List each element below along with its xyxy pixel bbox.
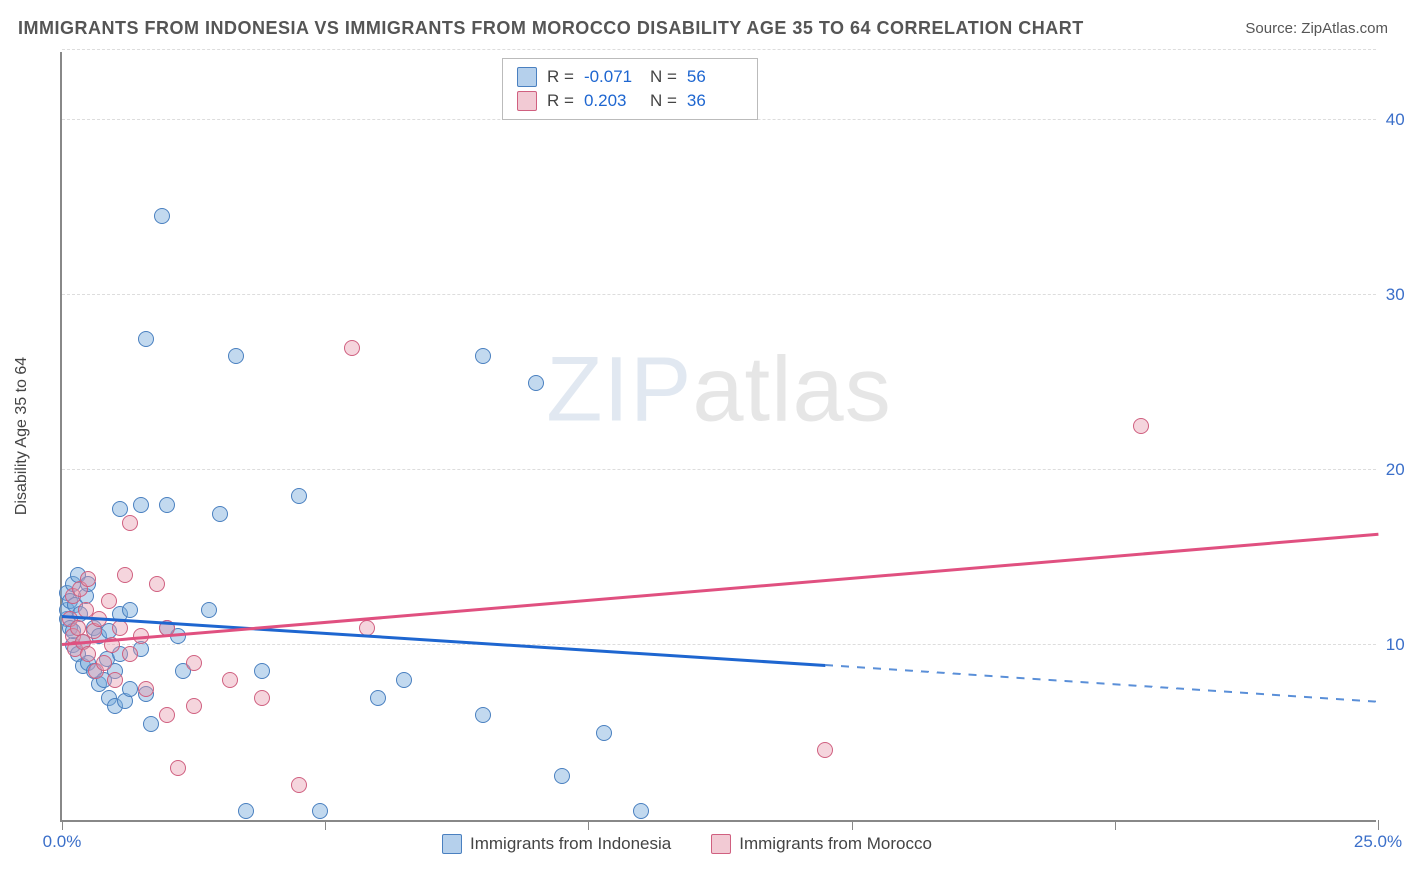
data-point	[291, 488, 307, 504]
legend-label-morocco: Immigrants from Morocco	[739, 834, 932, 854]
data-point	[222, 672, 238, 688]
legend-item-morocco: Immigrants from Morocco	[711, 834, 932, 854]
trendline-morocco	[62, 532, 1378, 645]
data-point	[212, 506, 228, 522]
data-point	[596, 725, 612, 741]
data-point	[143, 716, 159, 732]
r-value-indonesia: -0.071	[584, 67, 640, 87]
data-point	[80, 571, 96, 587]
data-point	[254, 663, 270, 679]
data-point	[122, 681, 138, 697]
data-point	[396, 672, 412, 688]
y-tick-label: 10.0%	[1386, 635, 1406, 655]
watermark: ZIPatlas	[546, 337, 891, 442]
data-point	[101, 593, 117, 609]
x-tick	[1378, 820, 1379, 830]
x-tick	[1115, 820, 1116, 830]
data-point	[80, 646, 96, 662]
data-point	[475, 348, 491, 364]
data-point	[254, 690, 270, 706]
n-value-indonesia: 56	[687, 67, 743, 87]
legend-row-morocco: R = 0.203 N = 36	[517, 89, 743, 113]
data-point	[96, 655, 112, 671]
data-point	[344, 340, 360, 356]
x-tick-label: 25.0%	[1354, 832, 1402, 852]
source-label: Source:	[1245, 20, 1301, 37]
data-point	[186, 698, 202, 714]
legend-label-indonesia: Immigrants from Indonesia	[470, 834, 671, 854]
swatch-morocco	[517, 91, 537, 111]
data-point	[122, 602, 138, 618]
data-point	[133, 497, 149, 513]
data-point	[554, 768, 570, 784]
y-tick-label: 20.0%	[1386, 460, 1406, 480]
x-tick	[62, 820, 63, 830]
y-tick-label: 30.0%	[1386, 285, 1406, 305]
x-tick-label: 0.0%	[43, 832, 82, 852]
r-label: R =	[547, 91, 574, 111]
gridline	[62, 644, 1376, 645]
watermark-zip: ZIP	[546, 338, 692, 440]
data-point	[228, 348, 244, 364]
watermark-atlas: atlas	[692, 338, 891, 440]
swatch-morocco-icon	[711, 834, 731, 854]
correlation-legend: R = -0.071 N = 56 R = 0.203 N = 36	[502, 58, 758, 120]
n-value-morocco: 36	[687, 91, 743, 111]
legend-row-indonesia: R = -0.071 N = 56	[517, 65, 743, 89]
trendline-indonesia-dash	[825, 664, 1378, 703]
data-point	[154, 208, 170, 224]
gridline	[62, 49, 1376, 50]
data-point	[1133, 418, 1149, 434]
data-point	[159, 497, 175, 513]
data-point	[122, 646, 138, 662]
data-point	[370, 690, 386, 706]
data-point	[186, 655, 202, 671]
data-point	[149, 576, 165, 592]
data-point	[238, 803, 254, 819]
data-point	[112, 620, 128, 636]
data-point	[817, 742, 833, 758]
swatch-indonesia-icon	[442, 834, 462, 854]
data-point	[107, 672, 123, 688]
r-label: R =	[547, 67, 574, 87]
source: Source: ZipAtlas.com	[1245, 20, 1388, 37]
r-value-morocco: 0.203	[584, 91, 640, 111]
data-point	[138, 681, 154, 697]
legend-item-indonesia: Immigrants from Indonesia	[442, 834, 671, 854]
data-point	[312, 803, 328, 819]
data-point	[117, 567, 133, 583]
x-tick	[852, 820, 853, 830]
data-point	[528, 375, 544, 391]
data-point	[291, 777, 307, 793]
n-label: N =	[650, 67, 677, 87]
data-point	[112, 501, 128, 517]
data-point	[138, 331, 154, 347]
x-tick	[588, 820, 589, 830]
data-point	[633, 803, 649, 819]
data-point	[201, 602, 217, 618]
swatch-indonesia	[517, 67, 537, 87]
gridline	[62, 469, 1376, 470]
y-axis-label: Disability Age 35 to 64	[13, 357, 31, 515]
series-legend: Immigrants from Indonesia Immigrants fro…	[442, 834, 932, 854]
plot-area: Disability Age 35 to 64 ZIPatlas 10.0%20…	[60, 52, 1376, 822]
data-point	[170, 760, 186, 776]
data-point	[122, 515, 138, 531]
chart-title: IMMIGRANTS FROM INDONESIA VS IMMIGRANTS …	[18, 18, 1084, 39]
data-point	[359, 620, 375, 636]
y-tick-label: 40.0%	[1386, 110, 1406, 130]
gridline	[62, 294, 1376, 295]
data-point	[159, 707, 175, 723]
source-name: ZipAtlas.com	[1301, 20, 1388, 37]
n-label: N =	[650, 91, 677, 111]
data-point	[475, 707, 491, 723]
title-bar: IMMIGRANTS FROM INDONESIA VS IMMIGRANTS …	[18, 18, 1388, 39]
x-tick	[325, 820, 326, 830]
